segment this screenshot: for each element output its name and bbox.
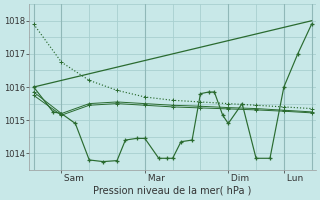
X-axis label: Pression niveau de la mer( hPa ): Pression niveau de la mer( hPa ) [93, 186, 252, 196]
